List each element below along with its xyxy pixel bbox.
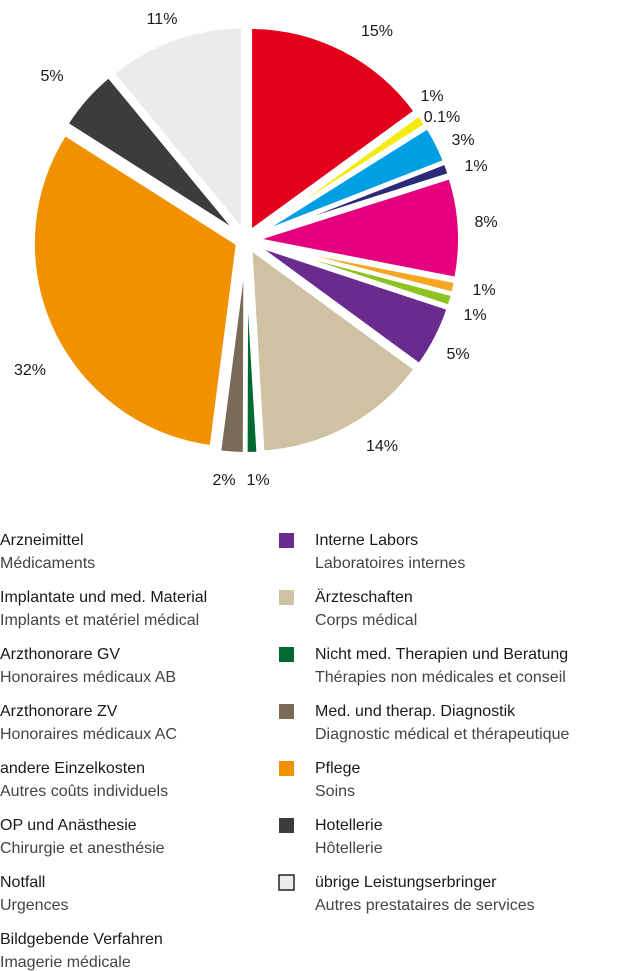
legend-sublabel: Chirurgie et anesthésie (0, 840, 165, 857)
value-label: 3% (451, 132, 474, 149)
pie-slice (64, 73, 242, 237)
pie-slice (30, 131, 240, 450)
legend-label: Arzthonorare GV (0, 646, 120, 663)
legend-label: Arzneimittel (0, 532, 84, 549)
pie-slice (252, 175, 462, 281)
legend-label: Hotellerie (315, 817, 383, 834)
legend-sublabel: Implants et matériel médical (0, 612, 199, 629)
value-label: 5% (40, 68, 63, 85)
pie-slice (110, 24, 245, 234)
legend-sublabel: Urgences (0, 897, 68, 914)
legend-swatch (279, 818, 294, 833)
pie-slice (252, 160, 452, 239)
legend-label: Med. und therap. Diagnostik (315, 703, 516, 720)
legend-sublabel: Soins (315, 783, 355, 800)
pie-slice (248, 24, 418, 234)
legend-sublabel: Autres coûts individuels (0, 783, 168, 800)
legend-label: Implantate und med. Material (0, 589, 207, 606)
legend-label: OP und Anästhesie (0, 817, 137, 834)
value-label: 8% (474, 214, 497, 231)
legend-sublabel: Honoraires médicaux AB (0, 669, 176, 686)
value-label: 0.1% (424, 109, 460, 126)
legend-sublabel: Honoraires médicaux AC (0, 726, 177, 743)
legend-label: Arzthonorare ZV (0, 703, 118, 720)
legend-swatch (279, 647, 294, 662)
legend-sublabel: Corps médical (315, 612, 417, 629)
legend-label: Bildgebende Verfahren (0, 931, 163, 948)
legend-swatch (279, 533, 294, 548)
value-label: 1% (464, 158, 487, 175)
legend-sublabel: Médicaments (0, 555, 95, 572)
legend-swatch (278, 874, 295, 891)
legend-label: übrige Leistungserbringer (315, 874, 497, 891)
value-label: 1% (420, 88, 443, 105)
legend-label: Ärzteschaften (315, 588, 413, 606)
value-label: 5% (446, 346, 469, 363)
legend-label: andere Einzelkosten (0, 760, 145, 777)
legend-sublabel: Imagerie médicale (0, 954, 131, 971)
value-label: 32% (14, 362, 46, 379)
value-label: 11% (147, 11, 178, 28)
legend-label: Pflege (315, 760, 360, 777)
legend-label: Nicht med. Therapien und Beratung (315, 646, 568, 663)
value-label: 14% (366, 438, 398, 455)
value-label: 1% (463, 307, 486, 324)
value-label: 2% (212, 472, 235, 489)
legend-sublabel: Diagnostic médical et thérapeutique (315, 726, 569, 743)
value-label: 15% (361, 23, 393, 40)
legend-sublabel: Autres prestataires de services (315, 897, 535, 914)
legend-sublabel: Laboratoires internes (315, 555, 465, 572)
legend-swatch (279, 704, 294, 719)
pie-slice (248, 245, 418, 455)
pie-slice (217, 246, 248, 456)
pie-slice (252, 242, 451, 368)
legend-sublabel: Thérapies non médicales et conseil (315, 669, 566, 686)
legend-swatch (279, 590, 294, 605)
value-label: 1% (246, 472, 269, 489)
legend-label: Interne Labors (315, 532, 418, 549)
legend-label: Notfall (0, 874, 45, 891)
legend-swatch (279, 761, 294, 776)
value-label: 1% (472, 282, 495, 299)
legend-sublabel: Hôtellerie (315, 840, 383, 857)
